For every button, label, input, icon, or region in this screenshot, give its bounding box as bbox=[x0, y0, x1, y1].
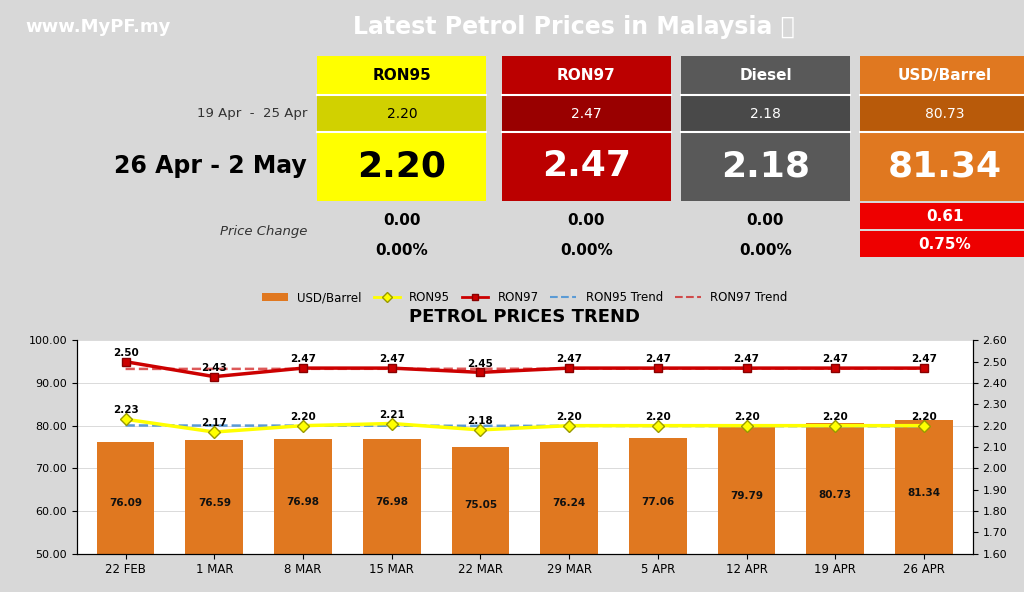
Text: 2.47: 2.47 bbox=[556, 354, 583, 364]
Bar bbox=[185, 440, 243, 592]
Bar bbox=[860, 95, 1024, 132]
Legend: USD/Barrel, RON95, RON97, RON95 Trend, RON97 Trend: USD/Barrel, RON95, RON97, RON95 Trend, R… bbox=[257, 287, 793, 309]
Text: 2.20: 2.20 bbox=[822, 412, 848, 422]
Text: 2.20: 2.20 bbox=[387, 107, 417, 121]
Text: 0.00%: 0.00% bbox=[560, 243, 612, 258]
Text: 0.00: 0.00 bbox=[567, 213, 605, 228]
Text: 81.34: 81.34 bbox=[888, 149, 1001, 184]
Text: 2.20: 2.20 bbox=[290, 412, 315, 422]
Bar bbox=[681, 95, 850, 132]
Text: 2.47: 2.47 bbox=[911, 354, 937, 364]
Bar bbox=[860, 231, 1024, 257]
Text: 2.50: 2.50 bbox=[113, 348, 138, 358]
Text: 2.47: 2.47 bbox=[571, 107, 601, 121]
Text: 76.24: 76.24 bbox=[553, 498, 586, 508]
Text: 2.18: 2.18 bbox=[468, 416, 494, 426]
Text: 2.47: 2.47 bbox=[542, 149, 631, 184]
Bar bbox=[681, 56, 850, 95]
Text: 2.47: 2.47 bbox=[290, 354, 316, 364]
Text: 2.47: 2.47 bbox=[645, 354, 671, 364]
Bar bbox=[317, 56, 486, 95]
Text: Latest Petrol Prices in Malaysia ⛽: Latest Petrol Prices in Malaysia ⛽ bbox=[352, 15, 795, 39]
Text: 0.00: 0.00 bbox=[383, 213, 421, 228]
Bar bbox=[807, 423, 864, 592]
Text: 19 Apr  -  25 Apr: 19 Apr - 25 Apr bbox=[197, 107, 307, 120]
Text: 76.59: 76.59 bbox=[198, 497, 230, 507]
Bar bbox=[317, 132, 486, 201]
Bar bbox=[452, 447, 509, 592]
Text: 2.47: 2.47 bbox=[822, 354, 848, 364]
Text: 0.00%: 0.00% bbox=[739, 243, 792, 258]
Text: 2.18: 2.18 bbox=[750, 107, 781, 121]
Text: 2.17: 2.17 bbox=[202, 418, 227, 428]
Text: 2.20: 2.20 bbox=[556, 412, 582, 422]
Text: 80.73: 80.73 bbox=[819, 490, 852, 500]
Bar bbox=[541, 442, 598, 592]
Text: 2.20: 2.20 bbox=[645, 412, 671, 422]
Text: 0.00: 0.00 bbox=[746, 213, 784, 228]
Text: 0.75%: 0.75% bbox=[919, 237, 971, 252]
Bar bbox=[274, 439, 332, 592]
Text: www.MyPF.my: www.MyPF.my bbox=[26, 18, 171, 36]
Bar bbox=[629, 438, 687, 592]
Bar bbox=[895, 420, 953, 592]
Text: 76.09: 76.09 bbox=[110, 498, 142, 509]
Text: 2.21: 2.21 bbox=[379, 410, 404, 420]
Text: 2.45: 2.45 bbox=[468, 359, 494, 369]
Text: 77.06: 77.06 bbox=[641, 497, 675, 507]
Bar bbox=[860, 56, 1024, 95]
Bar bbox=[502, 132, 671, 201]
Text: 2.47: 2.47 bbox=[379, 354, 404, 364]
Text: 2.47: 2.47 bbox=[733, 354, 760, 364]
Text: 0.00%: 0.00% bbox=[376, 243, 428, 258]
Bar bbox=[362, 439, 421, 592]
Bar bbox=[502, 56, 671, 95]
Text: 76.98: 76.98 bbox=[375, 497, 409, 507]
Text: PETROL PRICES TREND: PETROL PRICES TREND bbox=[410, 308, 640, 326]
Text: USD/Barrel: USD/Barrel bbox=[898, 68, 991, 83]
Bar bbox=[860, 203, 1024, 229]
Text: Diesel: Diesel bbox=[739, 68, 792, 83]
Bar bbox=[317, 95, 486, 132]
Text: 75.05: 75.05 bbox=[464, 500, 497, 510]
Text: Price Change: Price Change bbox=[220, 225, 307, 238]
Bar bbox=[718, 427, 775, 592]
Text: RON97: RON97 bbox=[557, 68, 615, 83]
Bar bbox=[502, 95, 671, 132]
Bar bbox=[681, 132, 850, 201]
Text: 2.20: 2.20 bbox=[357, 149, 446, 184]
Text: 2.18: 2.18 bbox=[721, 149, 810, 184]
Bar bbox=[860, 132, 1024, 201]
Text: 26 Apr - 2 May: 26 Apr - 2 May bbox=[115, 155, 307, 178]
Text: 79.79: 79.79 bbox=[730, 491, 763, 501]
Text: 2.20: 2.20 bbox=[911, 412, 937, 422]
Text: RON95: RON95 bbox=[373, 68, 431, 83]
Text: 80.73: 80.73 bbox=[925, 107, 965, 121]
Bar bbox=[96, 442, 155, 592]
Text: 0.61: 0.61 bbox=[926, 208, 964, 224]
Text: 81.34: 81.34 bbox=[907, 488, 941, 498]
Text: 2.43: 2.43 bbox=[202, 363, 227, 373]
Text: 2.23: 2.23 bbox=[113, 406, 138, 416]
Text: 76.98: 76.98 bbox=[287, 497, 319, 507]
Text: 2.20: 2.20 bbox=[734, 412, 760, 422]
